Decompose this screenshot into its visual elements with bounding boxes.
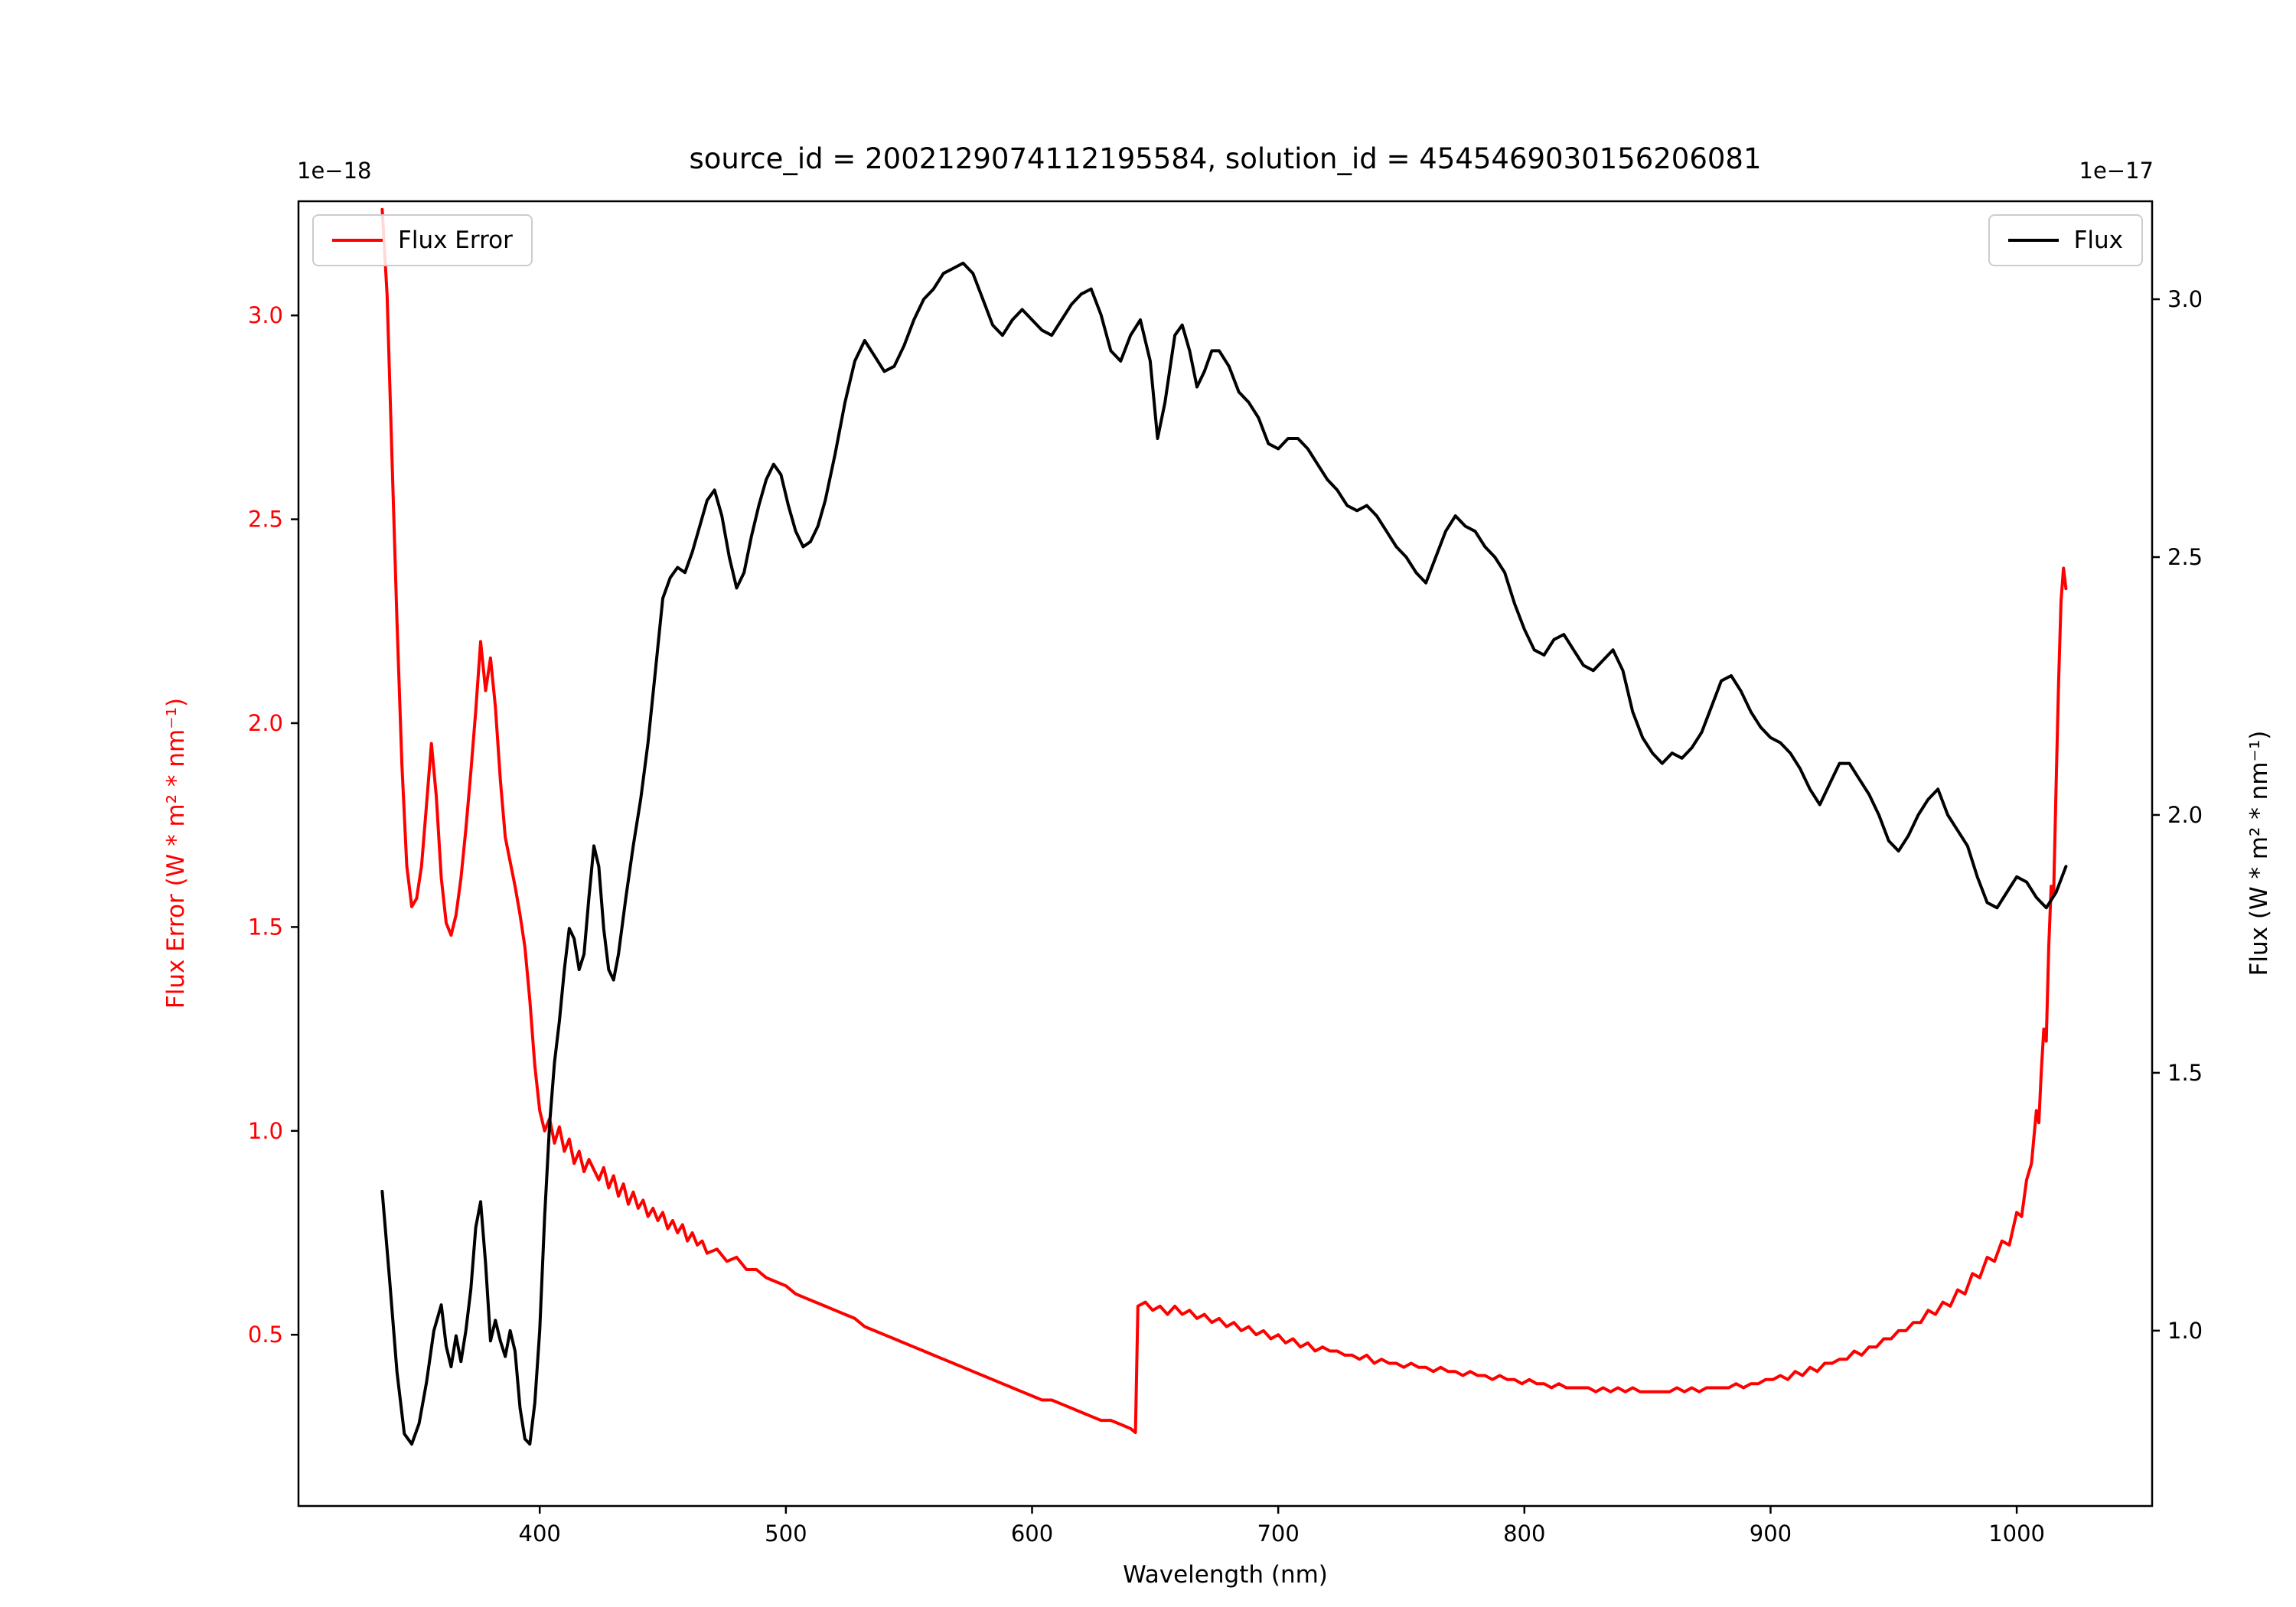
x-tick-label: 700 xyxy=(1257,1521,1299,1547)
right-y-tick-label: 2.5 xyxy=(2167,544,2203,570)
x-tick-label: 600 xyxy=(1011,1521,1053,1547)
right-y-tick-label: 3.0 xyxy=(2167,286,2203,312)
right-axis-label: Flux (W * m² * nm⁻¹) xyxy=(2245,730,2273,976)
x-tick-label: 500 xyxy=(765,1521,807,1547)
left-axis-label: Flux Error (W * m² * nm⁻¹) xyxy=(162,697,190,1009)
axes-frame xyxy=(297,200,2154,1508)
x-axis-label: Wavelength (nm) xyxy=(1123,1561,1328,1589)
left-y-tick-label: 1.0 xyxy=(248,1118,283,1144)
right-y-tick-label: 1.0 xyxy=(2167,1318,2203,1344)
flux-legend-line-icon xyxy=(2007,239,2059,242)
chart-title: source_id = 2002129074112195584, solutio… xyxy=(689,142,1762,175)
left-y-tick-label: 1.5 xyxy=(248,914,283,940)
flux-error-legend-line-icon xyxy=(332,239,383,242)
x-tick-label: 400 xyxy=(519,1521,561,1547)
right-y-tick-label: 2.0 xyxy=(2167,802,2203,828)
legend-flux-error-label: Flux Error xyxy=(398,227,513,254)
left-axis-offset-text: 1e−18 xyxy=(297,158,372,184)
legend-flux-error: Flux Error xyxy=(312,214,533,266)
left-y-tick-label: 3.0 xyxy=(248,302,283,328)
x-tick-label: 800 xyxy=(1503,1521,1545,1547)
x-tick-label: 900 xyxy=(1750,1521,1792,1547)
right-y-tick-label: 1.5 xyxy=(2167,1060,2203,1086)
flux-error-curve xyxy=(380,207,2068,1435)
left-y-tick-label: 0.5 xyxy=(248,1322,283,1348)
left-y-tick-label: 2.0 xyxy=(248,710,283,736)
flux-curve xyxy=(380,261,2068,1446)
legend-flux: Flux xyxy=(1988,214,2143,266)
right-axis-offset-text: 1e−17 xyxy=(2079,158,2154,184)
legend-flux-label: Flux xyxy=(2073,227,2123,254)
left-y-tick-label: 2.5 xyxy=(248,507,283,533)
x-tick-label: 1000 xyxy=(1988,1521,2045,1547)
